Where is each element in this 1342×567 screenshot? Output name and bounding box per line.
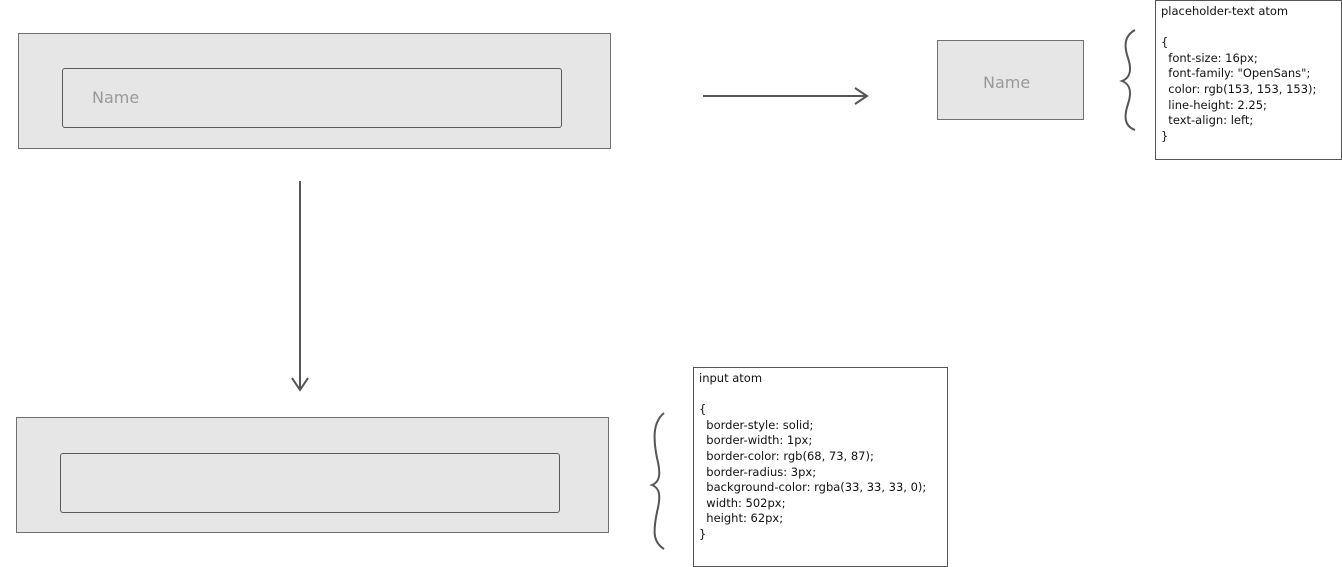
input-note-line: background-color: rgba(33, 33, 33, 0); [699,480,927,495]
source-input-panel: Name [18,33,611,149]
placeholder-note-line: color: rgb(153, 153, 153); [1161,81,1317,96]
placeholder-note-line: font-family: "OpenSans"; [1161,66,1311,81]
input-atom-note-title: input atom [699,371,763,385]
input-atom-note: input atom { border-style: solid; border… [693,367,948,567]
placeholder-note-line: { [1161,35,1169,50]
placeholder-atom-note-title: placeholder-text atom [1161,4,1289,18]
placeholder-note-line: } [1161,128,1169,143]
placeholder-atom-text: Name [983,73,1031,92]
input-note-line: border-style: solid; [699,417,814,432]
input-note-line: height: 62px; [699,511,784,526]
input-atom-note-body: { border-style: solid; border-width: 1px… [699,402,942,542]
source-input-field[interactable]: Name [62,68,562,128]
input-atom-field[interactable] [60,453,560,513]
input-note-line: border-color: rgb(68, 73, 87); [699,448,874,463]
input-note-line: border-width: 1px; [699,433,813,448]
placeholder-atom-preview: Name [937,40,1084,120]
input-note-line: width: 502px; [699,495,786,510]
input-note-line: } [699,526,707,541]
right-arrow [703,87,869,105]
placeholder-note-line: line-height: 2.25; [1161,97,1267,112]
down-arrow [291,181,309,392]
placeholder-note-line: font-size: 16px; [1161,50,1258,65]
input-atom-panel [16,417,609,533]
input-note-brace [649,412,665,550]
placeholder-note-line: text-align: left; [1161,113,1254,128]
source-input-placeholder: Name [92,88,140,107]
placeholder-atom-note: placeholder-text atom { font-size: 16px;… [1155,0,1342,160]
input-note-line: { [699,402,707,417]
input-note-line: border-radius: 3px; [699,464,817,479]
placeholder-atom-note-body: { font-size: 16px; font-family: "OpenSan… [1161,35,1336,144]
placeholder-note-brace [1119,29,1136,131]
